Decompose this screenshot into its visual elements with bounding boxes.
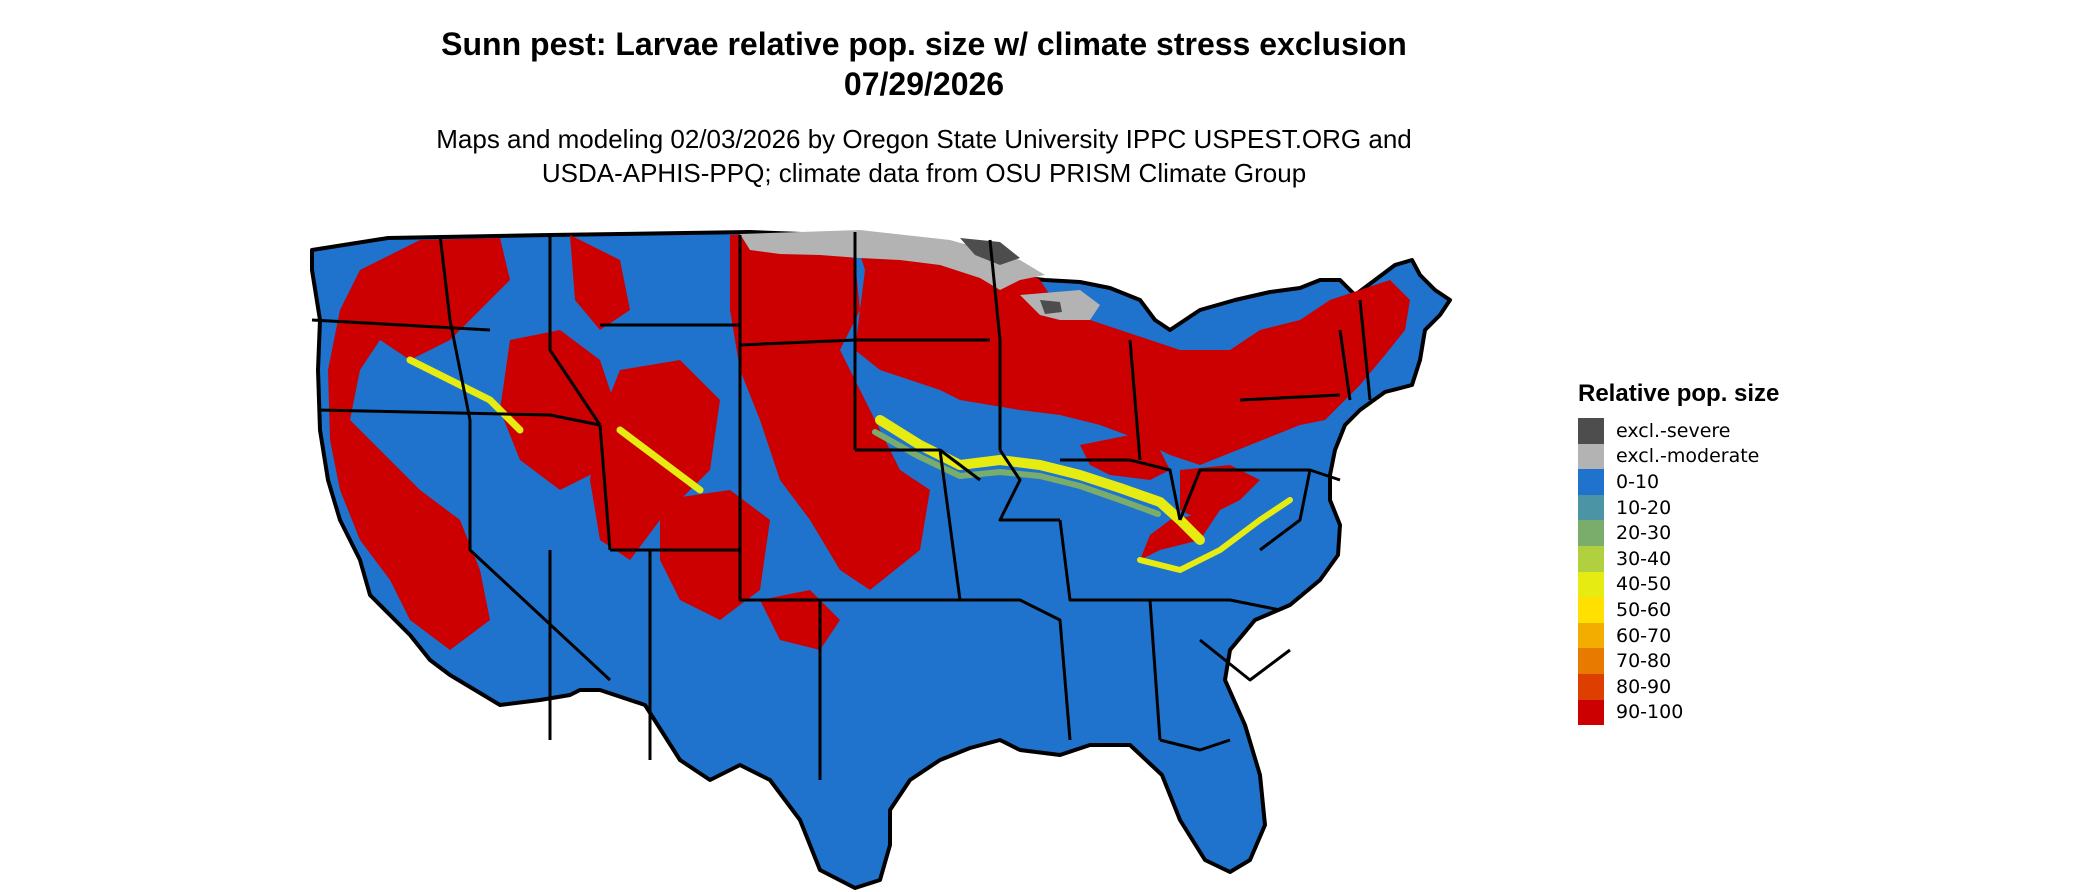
legend-item: 0-10 [1578,469,1779,495]
legend-label: 20-30 [1616,522,1672,545]
legend-swatch [1578,571,1604,598]
map-subtitle: Maps and modeling 02/03/2026 by Oregon S… [0,122,1848,190]
legend-item: 20-30 [1578,520,1779,546]
legend-swatch [1578,699,1604,726]
legend-item: excl.-severe [1578,418,1779,444]
legend-label: 60-70 [1616,624,1672,647]
legend-label: 90-100 [1616,701,1684,724]
legend-swatch [1578,494,1604,521]
title-line-2: 07/29/2026 [843,66,1005,102]
legend-item: 50-60 [1578,597,1779,623]
state-borders [311,232,1372,780]
legend-swatch [1578,520,1604,546]
subtitle-line-2: USDA-APHIS-PPQ; climate data from OSU PR… [541,158,1307,188]
legend-swatch [1578,469,1604,495]
map-title: Sunn pest: Larvae relative pop. size w/ … [0,24,1848,104]
legend-swatch [1578,597,1604,623]
legend-label: 10-20 [1616,496,1672,519]
legend-item: 30-40 [1578,545,1779,572]
legend-swatch [1578,648,1604,674]
legend-item: 40-50 [1578,571,1779,598]
legend-label: 40-50 [1616,573,1672,596]
legend-item: 60-70 [1578,622,1779,649]
legend-swatch [1578,545,1604,572]
legend-item: 10-20 [1578,494,1779,521]
legend-label: 70-80 [1616,650,1672,673]
legend-swatch [1578,673,1604,700]
us-map [310,230,1452,890]
high-risk-regions [328,232,1410,650]
legend-label: 0-10 [1616,470,1660,493]
legend-swatch [1578,443,1604,470]
legend-item: 70-80 [1578,648,1779,674]
legend-item: 90-100 [1578,699,1779,726]
legend-label: 50-60 [1616,598,1672,621]
title-line-1: Sunn pest: Larvae relative pop. size w/ … [441,26,1407,62]
legend-label: 80-90 [1616,675,1672,698]
legend-item: 80-90 [1578,673,1779,700]
legend-items: excl.-severe excl.-moderate 0-10 10-20 20-30… [1578,418,1779,726]
subtitle-line-1: Maps and modeling 02/03/2026 by Oregon S… [436,124,1412,154]
map-legend: Relative pop. size excl.-severe excl.-mod… [1578,380,1780,726]
legend-item: excl.-moderate [1578,443,1779,470]
legend-label: excl.-severe [1616,419,1731,442]
legend-title: Relative pop. size [1578,380,1780,407]
legend-label: 30-40 [1616,547,1672,570]
legend-label: excl.-moderate [1616,445,1760,468]
legend-swatch [1578,418,1604,444]
legend-swatch [1578,622,1604,649]
